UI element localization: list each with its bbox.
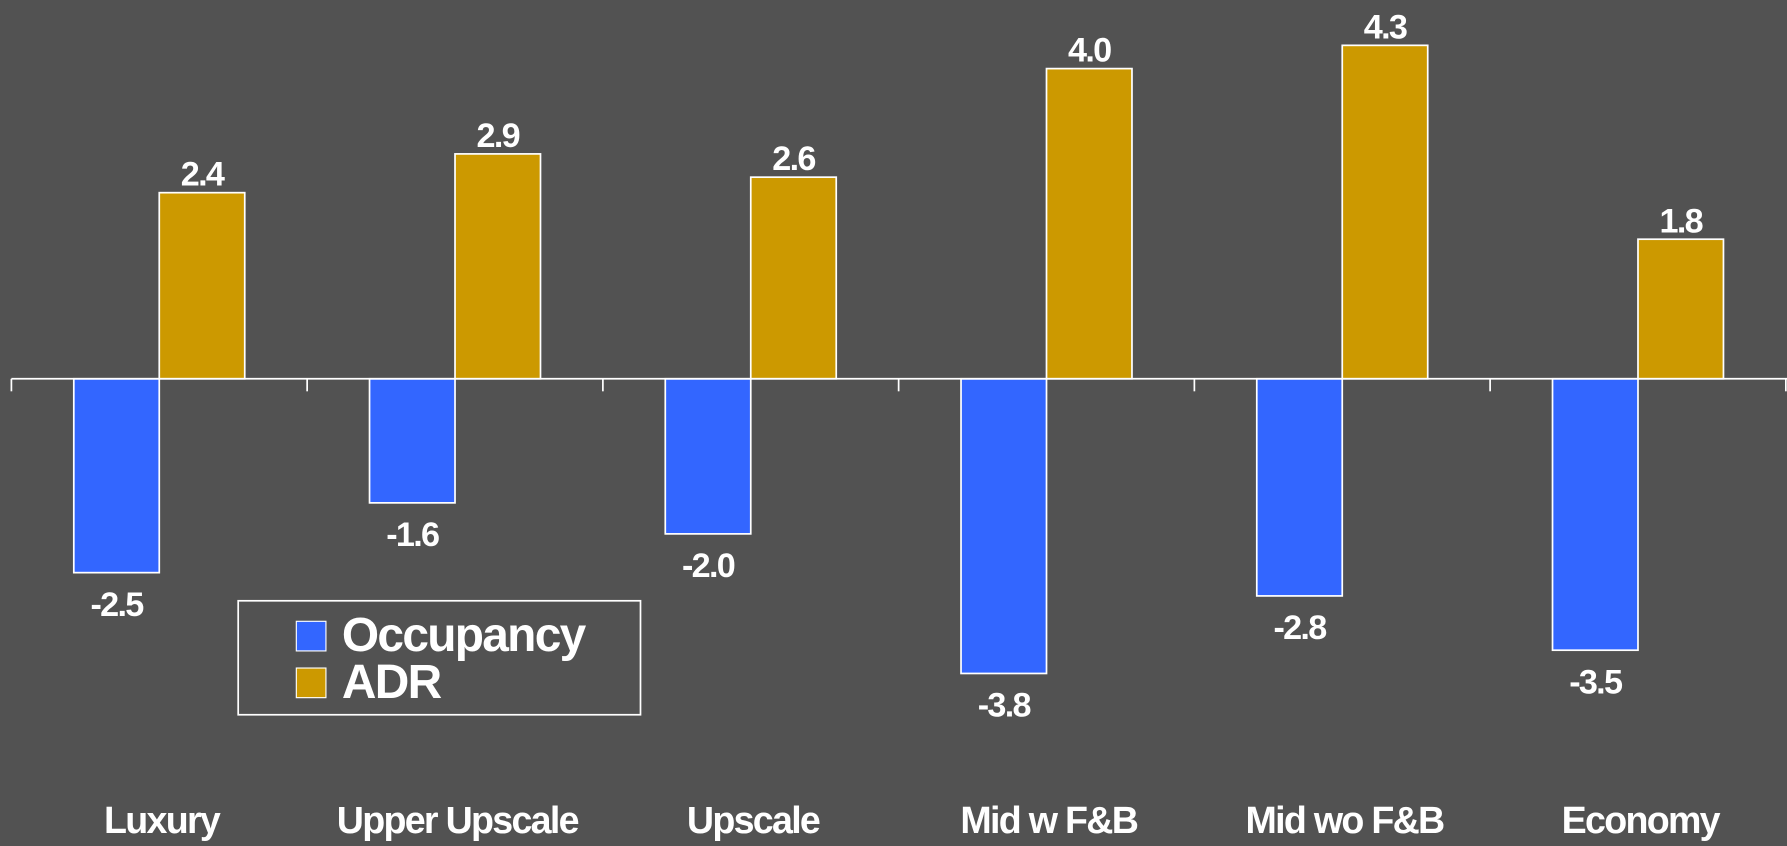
x-tick-label: Luxury: [104, 799, 221, 841]
bar: [749, 176, 838, 380]
value-label: -3.5: [1569, 663, 1623, 701]
value-label: -2.0: [682, 547, 735, 585]
legend-swatch: [295, 620, 327, 652]
bar: [72, 377, 161, 574]
value-label: -2.8: [1273, 609, 1326, 647]
bar: [1255, 377, 1344, 597]
x-tick-label: Economy: [1562, 799, 1721, 841]
bar: [454, 153, 542, 380]
value-label: -3.8: [978, 687, 1031, 725]
bar: [1045, 67, 1133, 380]
legend-label: Occupancy: [342, 609, 587, 662]
bar: [1341, 44, 1429, 380]
value-label: -2.5: [90, 586, 144, 624]
bar: [664, 377, 752, 535]
bar: [368, 377, 456, 504]
legend-label: ADR: [342, 656, 442, 709]
value-label: 1.8: [1660, 202, 1703, 240]
bar: [1637, 238, 1725, 380]
bar: [1551, 377, 1639, 652]
bar: [158, 191, 246, 380]
value-label: 2.6: [772, 140, 815, 178]
legend-swatch: [295, 667, 327, 699]
value-label: 4.3: [1364, 8, 1407, 46]
x-tick-label: Upper Upscale: [337, 799, 579, 841]
bar: [960, 377, 1048, 675]
value-label: 2.4: [181, 156, 225, 194]
x-tick-label: Mid w F&B: [960, 799, 1137, 841]
x-tick-label: Upscale: [687, 799, 820, 841]
x-tick-label: Mid wo F&B: [1246, 799, 1445, 841]
value-label: 4.0: [1068, 32, 1111, 70]
legend-box: [237, 599, 642, 716]
value-label: -1.6: [386, 516, 439, 554]
value-label: 2.9: [477, 117, 520, 155]
